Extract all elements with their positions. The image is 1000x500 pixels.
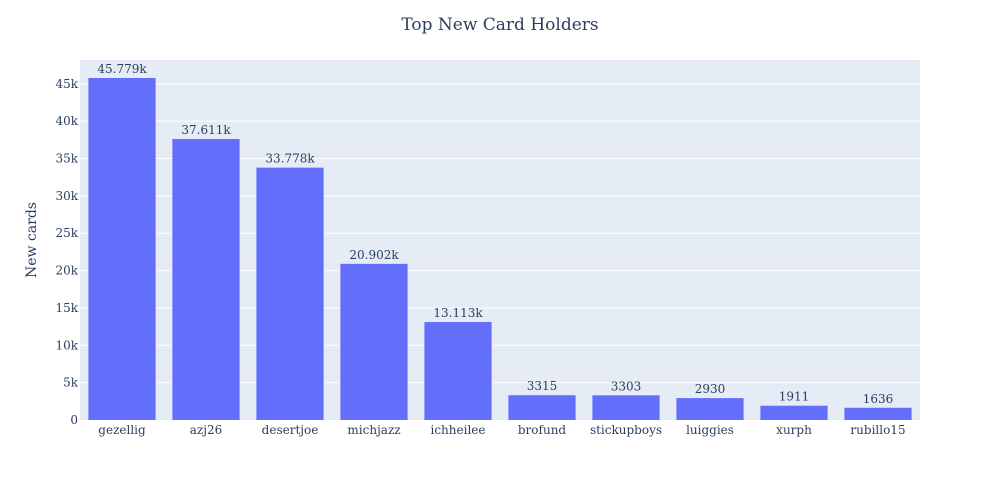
x-tick-label: ichheilee <box>431 423 486 437</box>
y-tick-label: 30k <box>55 189 78 203</box>
bar-azj26 <box>172 139 240 420</box>
y-tick-label: 0 <box>70 413 78 427</box>
y-tick-label: 45k <box>55 77 78 91</box>
bar-value-label: 3303 <box>611 379 642 393</box>
bar-stickupboys <box>592 395 660 420</box>
bar-gezellig <box>88 78 156 420</box>
bar-brofund <box>508 395 576 420</box>
bar-desertjoe <box>256 167 324 420</box>
y-tick-label: 25k <box>55 226 78 240</box>
x-tick-label: azj26 <box>190 423 222 437</box>
x-tick-label: gezellig <box>98 423 146 437</box>
x-tick-label: luiggies <box>686 423 734 437</box>
y-axis-title: New cards <box>24 202 40 278</box>
bars <box>88 78 912 420</box>
y-tick-label: 40k <box>55 114 78 128</box>
y-axis-ticks: 0 5k 10k 15k 20k 25k 30k 35k 40k 45k <box>55 77 78 427</box>
bar-value-label: 20.902k <box>349 248 399 262</box>
x-tick-label: rubillo15 <box>850 423 905 437</box>
bar-value-label: 1636 <box>863 392 894 406</box>
bar-value-label: 45.779k <box>97 62 147 76</box>
bar-xurph <box>760 405 828 420</box>
x-tick-label: stickupboys <box>590 423 662 437</box>
x-tick-label: brofund <box>518 423 567 437</box>
x-axis-ticks: gezellig azj26 desertjoe michjazz ichheilee b… <box>98 423 905 437</box>
bar-value-label: 1911 <box>779 390 810 404</box>
y-tick-label: 5k <box>63 376 79 390</box>
y-tick-label: 20k <box>55 264 78 278</box>
bar-labels: 45.779k 37.611k 33.778k 20.902k 13.113k 3315 3… <box>97 62 893 406</box>
bar-luiggies <box>676 398 744 420</box>
bar-value-label: 2930 <box>695 382 726 396</box>
bar-value-label: 37.611k <box>181 123 231 137</box>
x-tick-label: michjazz <box>347 423 400 437</box>
bar-ichheilee <box>424 322 492 420</box>
bar-michjazz <box>340 263 408 420</box>
bar-value-label: 3315 <box>527 379 558 393</box>
chart-title: Top New Card Holders <box>401 15 598 35</box>
bar-value-label: 13.113k <box>433 306 483 320</box>
bar-value-label: 33.778k <box>265 152 315 166</box>
y-tick-label: 15k <box>55 301 78 315</box>
x-tick-label: xurph <box>776 423 812 437</box>
y-tick-label: 10k <box>55 338 78 352</box>
y-tick-label: 35k <box>55 152 78 166</box>
bar-rubillo15 <box>844 407 912 420</box>
x-tick-label: desertjoe <box>262 423 319 437</box>
